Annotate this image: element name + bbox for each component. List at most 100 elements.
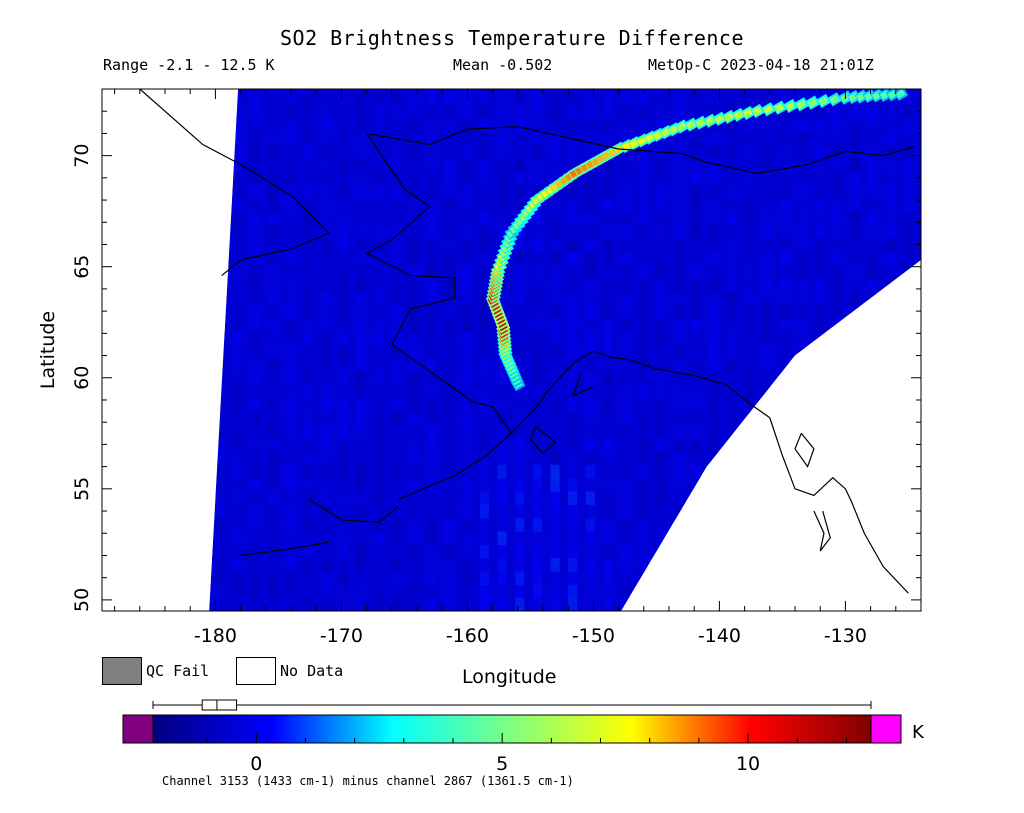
- background-cell: [338, 531, 348, 546]
- background-cell: [285, 104, 295, 119]
- background-cell: [709, 117, 719, 132]
- background-cell: [462, 251, 472, 266]
- background-cell: [338, 544, 348, 559]
- background-cell: [338, 557, 348, 572]
- background-cell: [303, 357, 313, 372]
- background-cell: [656, 91, 666, 106]
- background-cell: [568, 117, 578, 132]
- background-cell: [285, 517, 295, 532]
- background-cell: [638, 464, 648, 479]
- background-cell: [497, 171, 507, 186]
- background-cell: [480, 491, 489, 506]
- background-cell: [391, 117, 401, 132]
- background-cell: [391, 144, 401, 159]
- background-cell: [427, 464, 437, 479]
- background-cell: [550, 277, 560, 292]
- background-cell: [338, 331, 348, 346]
- background-cell: [391, 331, 401, 346]
- background-cell: [603, 104, 613, 119]
- background-cell: [568, 291, 578, 306]
- background-cell: [374, 157, 384, 172]
- background-cell: [744, 197, 754, 212]
- background-cell: [462, 477, 472, 492]
- background-cell: [603, 117, 613, 132]
- background-cell: [480, 464, 489, 479]
- background-cell: [374, 344, 384, 359]
- background-cell: [285, 144, 295, 159]
- coastline-segment: [794, 432, 815, 468]
- background-cell: [885, 117, 895, 132]
- background-cell: [338, 424, 348, 439]
- background-cell: [532, 451, 542, 466]
- background-cell: [374, 211, 384, 226]
- background-cell: [427, 411, 437, 426]
- background-cell: [779, 304, 789, 319]
- background-cell: [638, 331, 648, 346]
- background-cell: [268, 144, 278, 159]
- background-cell: [480, 557, 489, 572]
- swath-area: [209, 89, 921, 611]
- background-cell: [233, 464, 243, 479]
- background-cell: [462, 557, 472, 572]
- background-cell: [285, 397, 295, 412]
- background-cell: [462, 357, 472, 372]
- background-cell: [674, 437, 684, 452]
- background-cell: [356, 117, 366, 132]
- background-cell: [621, 397, 631, 412]
- background-cell: [726, 197, 736, 212]
- background-cell: [374, 264, 384, 279]
- background-cell: [691, 357, 701, 372]
- background-cell: [215, 451, 225, 466]
- background-cell: [779, 357, 789, 372]
- background-cell: [762, 331, 772, 346]
- background-cell: [409, 197, 419, 212]
- background-cell: [674, 131, 684, 146]
- background-cell: [656, 224, 666, 239]
- background-cell: [779, 317, 789, 332]
- background-cell: [391, 371, 401, 386]
- background-cell: [691, 384, 701, 399]
- background-cell: [374, 91, 384, 106]
- background-cell: [409, 597, 419, 611]
- background-cell: [550, 517, 560, 532]
- plume-cell: [763, 104, 774, 115]
- background-cell: [868, 157, 878, 172]
- background-cell: [285, 544, 295, 559]
- background-cell: [585, 211, 595, 226]
- plume-cell: [704, 116, 715, 126]
- background-cell: [709, 424, 719, 439]
- background-cell: [462, 571, 472, 586]
- background-cell: [515, 131, 525, 146]
- background-cell: [374, 197, 384, 212]
- background-cell: [480, 424, 489, 439]
- background-cell: [444, 344, 454, 359]
- background-cell: [427, 264, 437, 279]
- background-cell: [409, 384, 419, 399]
- background-cell: [497, 91, 507, 106]
- background-cell: [409, 357, 419, 372]
- background-cell: [497, 584, 507, 599]
- background-cell: [303, 451, 313, 466]
- background-cell: [868, 144, 878, 159]
- background-cell: [374, 397, 384, 412]
- background-cell: [585, 371, 595, 386]
- background-cell: [250, 451, 260, 466]
- background-cell: [638, 291, 648, 306]
- background-cell: [550, 104, 560, 119]
- background-cell: [656, 117, 666, 132]
- background-cell: [268, 291, 278, 306]
- background-cell: [797, 211, 807, 226]
- background-cell: [656, 291, 666, 306]
- background-cell: [656, 531, 666, 546]
- background-cell: [621, 91, 631, 106]
- background-cell: [233, 224, 243, 239]
- background-cell: [550, 237, 560, 252]
- background-cell: [656, 237, 666, 252]
- background-cell: [603, 157, 613, 172]
- background-cell: [462, 504, 472, 519]
- background-cell: [868, 131, 878, 146]
- background-cell: [638, 317, 648, 332]
- background-cell: [550, 304, 560, 319]
- background-cell: [321, 371, 331, 386]
- background-cell: [656, 477, 666, 492]
